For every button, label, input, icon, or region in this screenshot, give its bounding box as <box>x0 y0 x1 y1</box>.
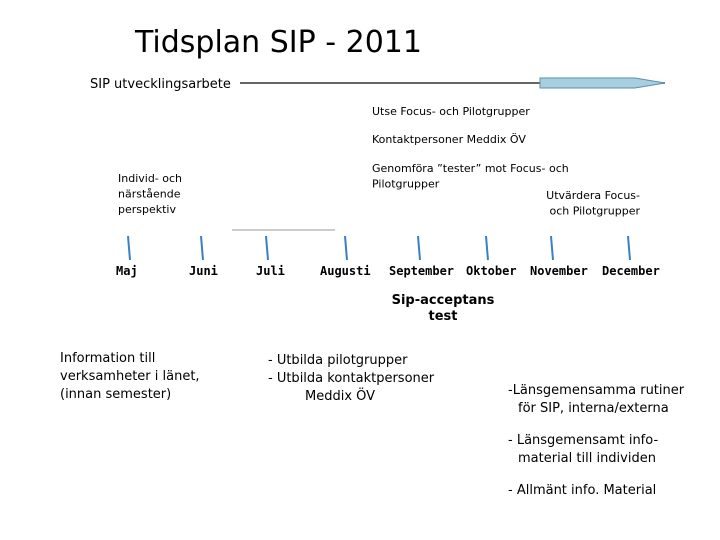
note: Meddix ÖV <box>305 387 375 404</box>
month-tick <box>344 235 348 261</box>
note: - Länsgemensamt info- <box>508 433 658 448</box>
activity: och Pilotgrupper <box>549 205 640 218</box>
month-label: December <box>602 264 660 278</box>
activity: närstående <box>118 188 181 201</box>
note: (innan semester) <box>60 387 171 402</box>
month-tick <box>627 235 631 261</box>
note: - Allmänt info. Material <box>508 483 656 498</box>
track-label: SIP utvecklingsarbete <box>90 77 231 92</box>
month-tick <box>417 235 421 261</box>
month-label: November <box>530 264 588 278</box>
note: - Utbilda pilotgrupper <box>268 353 408 368</box>
activity: Individ- och <box>118 172 182 185</box>
activity: perspektiv <box>118 203 176 216</box>
month-tick <box>200 235 204 261</box>
note: -Länsgemensamma rutiner <box>508 383 685 398</box>
note: för SIP, interna/externa <box>518 401 669 416</box>
note: - Utbilda kontaktpersoner <box>268 371 435 386</box>
title: Tidsplan SIP - 2011 <box>134 25 422 60</box>
month-label: Maj <box>116 264 138 278</box>
activity: Genomföra ”tester” mot Focus- och <box>372 162 569 175</box>
arrow-head <box>539 77 666 89</box>
note: verksamheter i länet, <box>60 369 200 384</box>
activity: Kontaktpersoner Meddix ÖV <box>372 133 526 146</box>
month-label: Juni <box>189 264 218 278</box>
activity: Utse Focus- och Pilotgrupper <box>372 105 530 118</box>
month-tick <box>550 235 554 261</box>
milestone: Sip-acceptans <box>392 293 495 308</box>
note: Information till <box>60 351 155 366</box>
month-label: Augusti <box>320 264 371 278</box>
month-label: Oktober <box>466 264 517 278</box>
month-tick <box>127 235 131 261</box>
activity: Pilotgrupper <box>372 178 440 191</box>
month-label: September <box>389 264 454 278</box>
month-tick <box>485 235 489 261</box>
activity: Utvärdera Focus- <box>546 189 640 202</box>
milestone: test <box>429 309 458 324</box>
month-label: Juli <box>256 264 285 278</box>
note: material till individen <box>518 451 656 466</box>
month-tick <box>265 235 269 261</box>
